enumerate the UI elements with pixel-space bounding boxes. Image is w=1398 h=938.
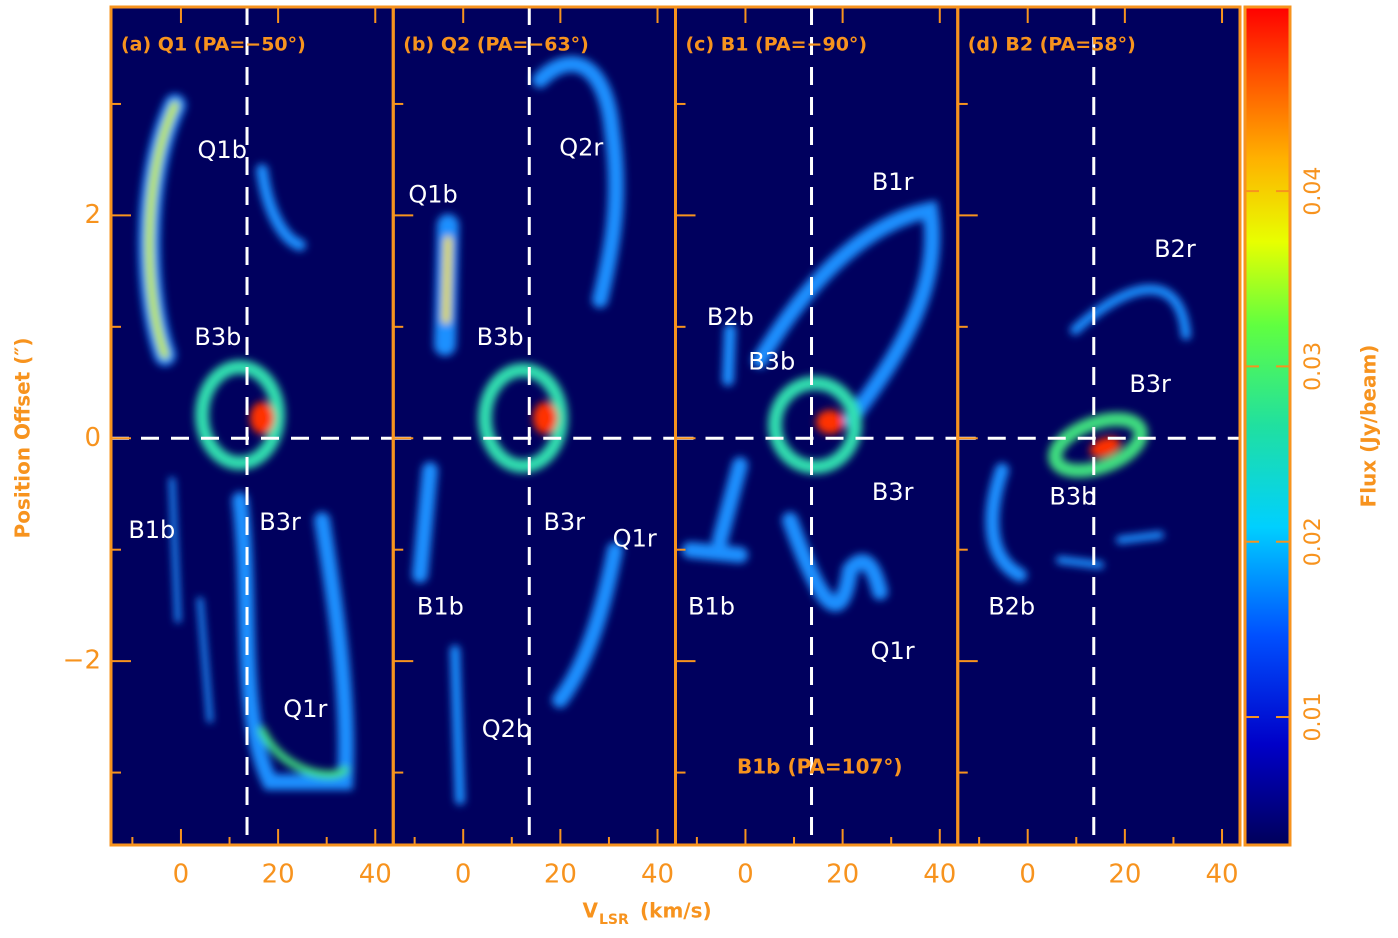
annotation: B3r xyxy=(1129,370,1171,398)
y-axis-label: Position Offset (″) xyxy=(11,338,35,539)
x-tick-label: 0 xyxy=(455,860,472,890)
y-tick-label: −2 xyxy=(63,646,101,676)
x-label-sub: LSR xyxy=(599,912,629,928)
annotation: Q1b xyxy=(198,136,247,164)
annotation: B2b xyxy=(707,303,754,331)
annotation: Q1r xyxy=(283,695,327,723)
colorbar xyxy=(1243,5,1292,847)
x-tick-label: 40 xyxy=(359,860,392,890)
x-tick-label: 20 xyxy=(544,860,577,890)
x-tick-label: 20 xyxy=(262,860,295,890)
colorbar-tick-label: 0.04 xyxy=(1301,167,1326,216)
annotation: B3b xyxy=(1049,482,1096,510)
annotation: B1r xyxy=(872,168,914,196)
x-tick-label: 0 xyxy=(173,860,190,890)
x-tick-label: 40 xyxy=(641,860,674,890)
annotation: B3b xyxy=(748,347,795,375)
x-tick-label: 20 xyxy=(826,860,859,890)
annotation: Q1r xyxy=(613,525,657,553)
annotation: B3r xyxy=(259,508,301,536)
annotation: B3b xyxy=(477,323,524,351)
annotation: B1b xyxy=(128,516,175,544)
annotation: B1b xyxy=(688,593,735,621)
panel-title: (b) Q2 (PA=−63°) xyxy=(403,34,589,56)
annotation: B1b xyxy=(417,593,464,621)
x-tick-label: 40 xyxy=(923,860,956,890)
annotation: Q2b xyxy=(482,715,531,743)
x-label-unit: (km/s) xyxy=(640,899,712,923)
x-tick-label: 40 xyxy=(1205,860,1238,890)
panel-title: (d) B2 (PA=58°) xyxy=(968,34,1136,56)
emission xyxy=(138,56,1191,805)
colorbar-tick-label: 0.01 xyxy=(1301,693,1326,742)
annotation: B2r xyxy=(1154,235,1196,263)
annotation: Q2r xyxy=(559,134,603,162)
x-axis-label: V LSR (km/s) xyxy=(583,899,712,929)
annotation: B3b xyxy=(194,323,241,351)
x-tick-label: 0 xyxy=(737,860,754,890)
colorbar-tick-label: 0.03 xyxy=(1301,342,1326,391)
y-tick-label: 0 xyxy=(84,423,101,453)
panel-title: (a) Q1 (PA=−50°) xyxy=(121,34,306,56)
panel-title: (c) B1 (PA=−90°) xyxy=(686,34,868,56)
colorbar-tick-label: 0.02 xyxy=(1301,517,1326,566)
colorbar-label: Flux (Jy/beam) xyxy=(1357,345,1381,508)
x-label-main: V xyxy=(583,899,599,923)
panel-frame xyxy=(956,5,1242,847)
y-tick-label: 2 xyxy=(84,200,101,230)
annotation: B3r xyxy=(872,478,914,506)
annotation: Q1r xyxy=(871,637,915,665)
x-tick-label: 20 xyxy=(1108,860,1141,890)
annotation: B3r xyxy=(543,508,585,536)
annotation: Q1b xyxy=(408,180,457,208)
annotation: B2b xyxy=(988,593,1035,621)
x-tick-label: 0 xyxy=(1019,860,1036,890)
annotation: B1b (PA=107°) xyxy=(737,755,903,779)
